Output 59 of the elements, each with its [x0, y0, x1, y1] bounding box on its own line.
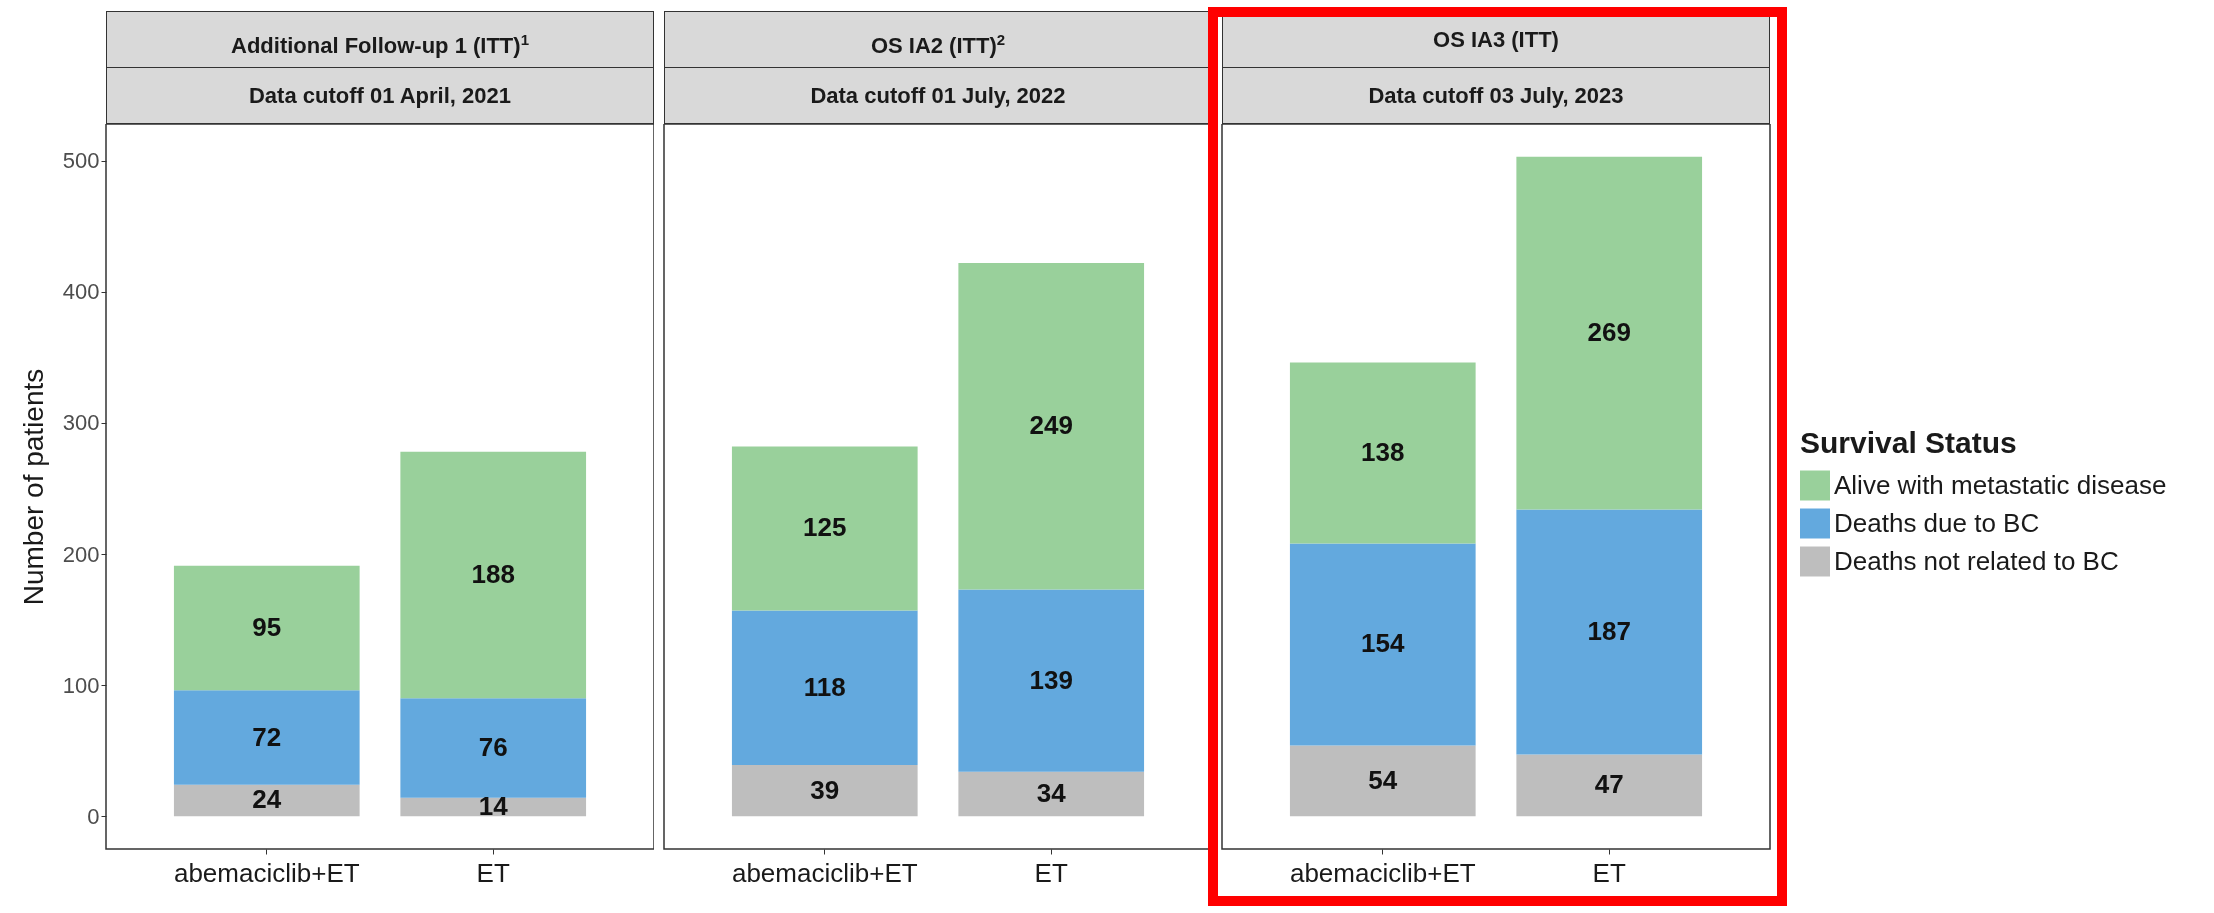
legend-title: Survival Status: [1800, 425, 2017, 459]
x-tick-label: abemaciclib+ET: [173, 857, 360, 888]
data-label: 34: [1036, 777, 1067, 808]
bar: [731, 610, 918, 766]
bar: [1289, 745, 1476, 817]
y-tick-label: 100: [62, 672, 100, 698]
chart-title: Additional Follow-up 1 (ITT)$^{1}$: [230, 30, 530, 61]
y-axis-title: Number of patients: [17, 368, 49, 606]
x-tick-label: ET: [1034, 857, 1068, 888]
y-tick-label: 400: [62, 279, 100, 305]
bar: [958, 771, 1145, 817]
data-label: 72: [252, 721, 282, 752]
data-label: 139: [1029, 664, 1073, 695]
data-label: 118: [803, 671, 846, 702]
bar: [958, 589, 1145, 772]
bar: [1289, 543, 1476, 746]
data-label: 138: [1361, 437, 1405, 468]
chart-subtitle: Data cutoff 03 July, 2023: [1223, 67, 1769, 123]
bar: [1516, 156, 1703, 510]
bar: [400, 698, 587, 798]
data-label: 125: [803, 512, 847, 543]
bar: [173, 690, 360, 785]
data-label: 249: [1029, 410, 1073, 441]
legend-label: Alive with metastatic disease: [1834, 469, 2167, 500]
legend-label: Deaths due to BC: [1834, 507, 2040, 538]
y-tick-label: 0: [87, 803, 100, 829]
data-label: 188: [471, 558, 515, 589]
data-label: 95: [252, 612, 282, 643]
chart-subtitle: Data cutoff 01 April, 2021: [107, 67, 653, 123]
chart-title: OS IA3 (ITT): [1432, 26, 1560, 54]
bar: [400, 451, 587, 699]
bar: [173, 784, 360, 817]
bar: [958, 262, 1145, 590]
data-label: 47: [1594, 769, 1624, 800]
data-label: 39: [810, 774, 840, 805]
data-label: 54: [1368, 764, 1398, 795]
data-label: 269: [1587, 317, 1631, 348]
bar: [731, 765, 918, 817]
data-label: 14: [478, 791, 509, 822]
x-tick-label: abemaciclib+ET: [1289, 857, 1476, 888]
bar: [400, 797, 587, 817]
bar: [173, 565, 360, 691]
bar: [1289, 362, 1476, 544]
x-tick-label: abemaciclib+ET: [731, 857, 918, 888]
y-tick-label: 500: [62, 148, 100, 174]
chart-subtitle: Data cutoff 01 July, 2022: [665, 67, 1211, 123]
bar: [1516, 509, 1703, 755]
y-tick-label: 300: [62, 410, 100, 436]
data-label: 187: [1587, 616, 1631, 647]
data-label: 154: [1361, 628, 1405, 659]
x-tick-label: ET: [1592, 857, 1626, 888]
y-tick-label: 200: [62, 541, 100, 567]
chart-title: OS IA2 (ITT)$^{2}$: [869, 30, 1007, 61]
data-label: 24: [252, 784, 282, 815]
bar: [1516, 754, 1703, 817]
bar: [731, 446, 918, 611]
x-tick-label: ET: [476, 857, 510, 888]
legend-label: Deaths not related to BC: [1834, 545, 2119, 576]
data-label: 76: [478, 732, 508, 763]
